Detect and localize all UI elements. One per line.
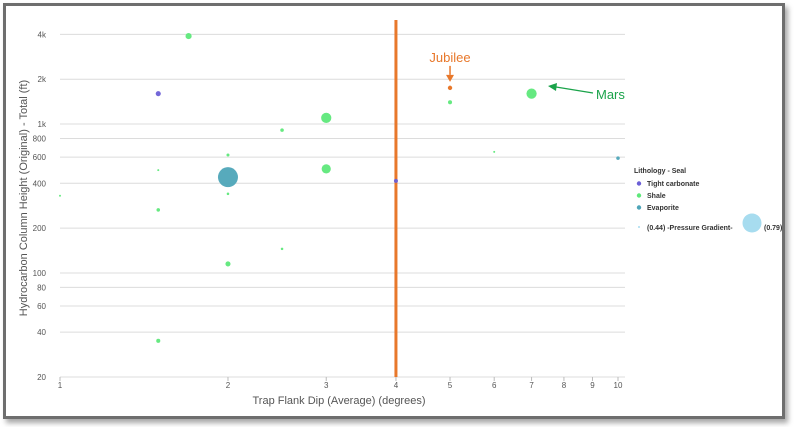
data-point <box>155 91 161 97</box>
data-point <box>156 338 161 343</box>
x-tick-label: 7 <box>529 381 534 390</box>
y-axis-ticks: 20 40 60 80 100 200 400 600 800 1k 2k 4k <box>33 30 47 382</box>
data-point <box>59 194 61 197</box>
data-point <box>185 33 192 40</box>
y-axis-title: Hydrocarbon Column Height (Original) - T… <box>18 80 30 316</box>
data-point <box>226 153 230 157</box>
x-tick-label: 1 <box>58 381 63 390</box>
jubilee-arrow-head <box>446 74 455 82</box>
y-tick-label: 60 <box>37 302 46 311</box>
size-legend-max-label: (0.79) <box>764 225 782 232</box>
data-point <box>393 178 398 183</box>
legend-entry-label: Tight carbonate <box>647 181 699 188</box>
y-tick-label: 2k <box>38 75 47 84</box>
data-point <box>225 261 231 267</box>
chart-frame <box>3 3 785 419</box>
x-axis-title: Trap Flank Dip (Average) (degrees) <box>252 395 425 407</box>
legend-marker <box>636 205 642 210</box>
y-tick-label: 200 <box>33 224 47 233</box>
y-tick-label: 800 <box>33 134 47 143</box>
grid-lines <box>60 33 625 378</box>
data-point <box>493 150 496 153</box>
y-tick-label: 100 <box>33 269 47 278</box>
x-tick-label: 3 <box>324 381 329 390</box>
data-point <box>321 164 331 174</box>
x-tick-label: 6 <box>492 381 497 390</box>
legend-entry-label: Evaporite <box>647 205 679 212</box>
data-point <box>226 192 230 196</box>
data-point <box>447 100 453 105</box>
x-tick-label: 5 <box>448 381 453 390</box>
data-point <box>280 128 284 132</box>
y-tick-label: 80 <box>37 283 46 292</box>
legend: Lithology - Seal Tight carbonate Shale Eva… <box>634 168 782 233</box>
legend-title: Lithology - Seal <box>634 168 686 175</box>
data-point <box>280 247 284 251</box>
data-point <box>157 169 160 172</box>
size-legend-min-marker <box>638 226 640 228</box>
data-point <box>321 112 332 124</box>
mars-label: Mars <box>596 87 625 102</box>
jubilee-point <box>447 85 453 91</box>
data-point <box>156 208 161 212</box>
y-tick-label: 40 <box>37 328 46 337</box>
legend-entry-label: Shale <box>647 193 666 200</box>
y-tick-label: 400 <box>33 179 47 188</box>
legend-marker <box>636 193 642 198</box>
x-tick-label: 8 <box>562 381 567 390</box>
data-point <box>217 167 238 188</box>
legend-marker <box>636 181 642 186</box>
size-legend-max-marker <box>742 213 762 233</box>
x-tick-label: 9 <box>590 381 595 390</box>
mars-arrow-shaft <box>555 86 594 94</box>
y-tick-label: 1k <box>38 120 47 129</box>
y-tick-label: 600 <box>33 153 47 162</box>
data-point <box>616 156 620 160</box>
x-tick-label: 10 <box>614 381 623 390</box>
size-legend-min-label: (0.44) -Pressure Gradient- <box>647 225 733 232</box>
x-axis-ticks: 1 2 3 4 5 6 7 8 9 10 <box>58 377 623 390</box>
x-tick-label: 2 <box>226 381 231 390</box>
x-tick-label: 4 <box>394 381 399 390</box>
annotations: Jubilee Mars <box>429 50 625 102</box>
data-point <box>526 88 537 99</box>
jubilee-label: Jubilee <box>429 50 470 65</box>
y-tick-label: 20 <box>37 373 46 382</box>
mars-arrow-head <box>548 83 557 91</box>
y-tick-label: 4k <box>38 30 47 39</box>
data-points <box>59 33 620 343</box>
